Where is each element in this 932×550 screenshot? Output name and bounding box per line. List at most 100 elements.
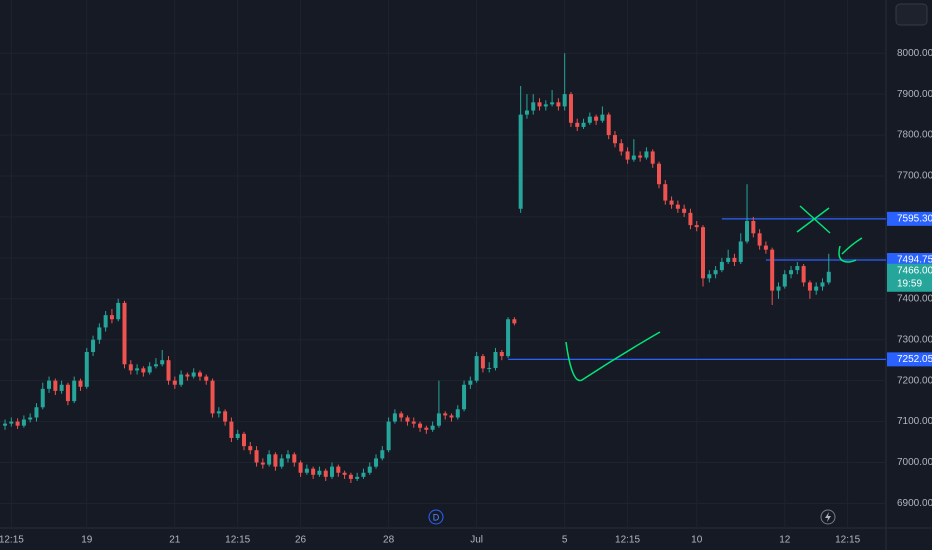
candle-body	[738, 241, 743, 262]
x-tick-label: 10	[691, 535, 703, 546]
candle-body	[462, 384, 467, 410]
candle-body	[3, 423, 8, 426]
candle-body	[575, 122, 580, 127]
candle-body	[59, 384, 64, 391]
x-tick-label: 12	[779, 535, 791, 546]
candle-body	[537, 102, 542, 107]
candle-body	[449, 415, 454, 418]
cross-drawing	[796, 205, 831, 234]
price-label-box	[887, 211, 932, 226]
candle-body	[15, 421, 20, 426]
candle-body	[260, 462, 265, 465]
lightning-icon	[825, 512, 831, 522]
candle-body	[28, 417, 33, 420]
candle-body	[72, 380, 77, 402]
candle-body	[587, 116, 592, 123]
candle-body	[701, 227, 706, 279]
x-tick-label: 12:15	[0, 535, 24, 546]
countdown-label: 19:59	[897, 278, 922, 289]
y-tick-label: 7700.00	[897, 171, 932, 182]
candle-body	[556, 102, 561, 107]
y-tick-label: 7300.00	[897, 334, 932, 345]
candle-body	[568, 94, 573, 123]
candle-body	[763, 245, 768, 250]
candle-body	[367, 466, 372, 473]
candle-body	[47, 380, 52, 389]
candle-body	[694, 225, 699, 228]
candle-body	[285, 454, 290, 459]
candle-body	[411, 421, 416, 424]
candle-body	[135, 368, 140, 371]
y-tick-label: 7800.00	[897, 130, 932, 141]
candle-body	[436, 413, 441, 426]
last-price-label: 7466.00	[897, 265, 932, 276]
candle-body	[65, 384, 70, 402]
candle-body	[612, 135, 617, 144]
candle-body	[254, 450, 259, 463]
candle-body	[807, 282, 812, 291]
candle-body	[562, 94, 567, 107]
price-label: 7494.75	[897, 255, 932, 266]
candle-body	[40, 388, 45, 408]
candle-body	[216, 411, 221, 414]
session-marker: D	[433, 512, 440, 522]
candle-body	[751, 221, 756, 234]
price-label-box	[887, 253, 932, 268]
candle-body	[795, 266, 800, 271]
candle-body	[311, 468, 316, 475]
candle-body	[109, 315, 114, 320]
candle-body	[21, 419, 26, 426]
candle-body	[179, 374, 184, 385]
candle-body	[543, 104, 548, 107]
candle-body	[638, 155, 643, 158]
y-tick-label: 7900.00	[897, 89, 932, 100]
candle-body	[789, 270, 794, 275]
settings-button[interactable]	[895, 3, 928, 26]
candle-body	[84, 352, 89, 387]
candle-body	[141, 368, 146, 373]
x-tick-label: 12:15	[615, 535, 640, 546]
price-label-box	[887, 352, 932, 367]
candle-body	[166, 360, 171, 381]
candle-body	[248, 446, 253, 451]
candle-body	[418, 423, 423, 428]
candle-body	[713, 270, 718, 275]
candle-body	[682, 208, 687, 213]
candle-body	[644, 151, 649, 158]
candle-body	[103, 315, 108, 328]
candle-body	[160, 360, 165, 365]
candle-body	[606, 114, 611, 136]
session-badge[interactable]	[428, 509, 444, 525]
candle-body	[91, 339, 96, 352]
candle-body	[443, 413, 448, 416]
x-tick-label: 28	[383, 535, 395, 546]
candle-body	[229, 421, 234, 438]
candle-body	[223, 411, 228, 422]
candle-body	[531, 102, 536, 111]
candle-body	[317, 470, 322, 475]
plot-area	[3, 53, 886, 483]
candle-body	[487, 367, 492, 369]
candle-body	[770, 249, 775, 291]
candle-body	[336, 466, 341, 473]
candle-body	[241, 433, 246, 447]
candle-body	[745, 221, 750, 242]
candle-body	[675, 204, 680, 209]
x-tick-label: 5	[562, 535, 568, 546]
candle-body	[826, 271, 831, 283]
price-label: 7595.30	[897, 213, 932, 224]
candle-body	[820, 282, 825, 287]
candle-body	[392, 413, 397, 422]
candle-body	[424, 427, 429, 430]
candle-body	[650, 151, 655, 164]
candle-body	[688, 212, 693, 226]
candle-body	[191, 372, 196, 377]
drawings	[565, 205, 863, 382]
x-tick-label: 26	[295, 535, 307, 546]
candle-body	[600, 114, 605, 121]
candle-body	[273, 454, 278, 467]
candle-body	[348, 474, 353, 479]
candle-body	[776, 286, 781, 291]
candle-body	[581, 122, 586, 127]
